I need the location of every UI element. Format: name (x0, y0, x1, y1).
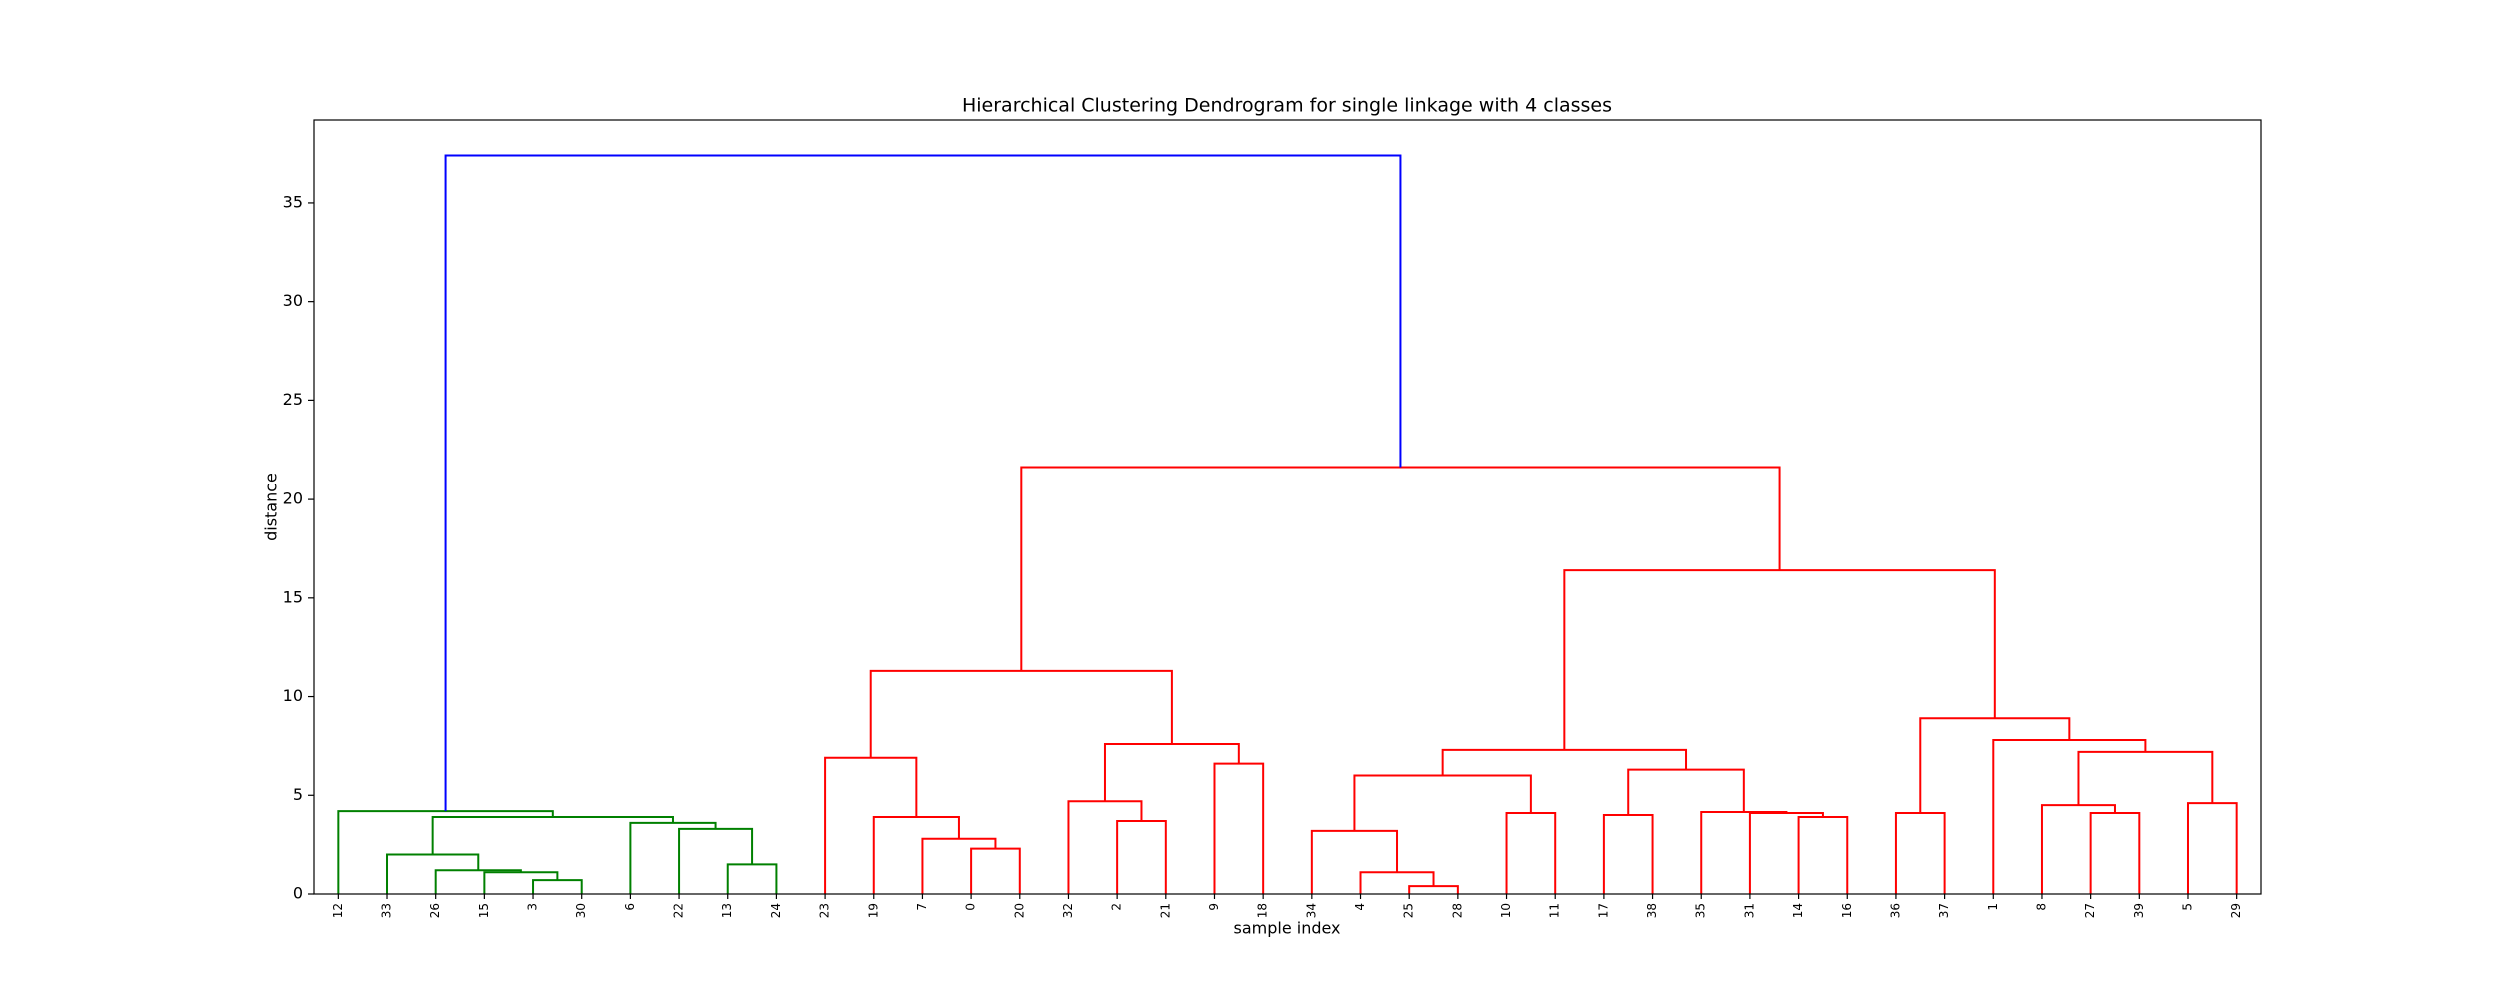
link (2089, 812, 2141, 894)
link (872, 815, 960, 894)
leaf-label: 24 (769, 903, 783, 918)
chart-title: Hierarchical Clustering Dendrogram for s… (962, 95, 1612, 117)
leaf-label: 37 (1937, 903, 1951, 918)
leaf-label: 31 (1742, 903, 1756, 918)
leaf-label: 7 (915, 903, 929, 911)
y-tick-label: 20 (283, 489, 303, 508)
leaf-label: 9 (1207, 903, 1221, 911)
link (1213, 762, 1265, 894)
leaf-label: 26 (428, 903, 442, 918)
leaf-label: 35 (1694, 903, 1708, 918)
link (970, 847, 1021, 894)
link (2077, 750, 2214, 806)
leaf-label: 10 (1499, 903, 1513, 918)
link (483, 871, 559, 894)
y-tick-label: 5 (293, 785, 303, 804)
link (1894, 812, 1946, 894)
leaf-label: 13 (720, 903, 734, 918)
leaf-label: 21 (1158, 903, 1172, 918)
link (1992, 738, 2147, 894)
leaf-label: 30 (574, 903, 588, 918)
y-tick-label: 0 (293, 884, 303, 903)
leaf-label: 36 (1888, 903, 1902, 918)
link (1748, 812, 1824, 894)
leaf-label: 33 (380, 903, 394, 918)
leaf-label: 15 (477, 903, 491, 918)
leaf-label: 11 (1548, 903, 1562, 918)
y-tick-label: 10 (283, 686, 303, 705)
y-tick-label: 30 (283, 291, 303, 310)
leaf-label: 5 (2180, 903, 2194, 911)
leaf-label: 34 (1304, 903, 1318, 918)
leaf-label: 19 (866, 903, 880, 918)
leaf-label: 25 (1402, 903, 1416, 918)
leaf-label: 23 (818, 903, 832, 918)
leaf-label: 8 (2034, 903, 2048, 911)
leaf-label: 12 (331, 903, 345, 918)
link (431, 815, 674, 855)
leaf-label: 3 (526, 903, 540, 911)
leaf-label: 29 (2229, 903, 2243, 918)
leaf-label: 16 (1840, 903, 1854, 918)
link (1505, 812, 1557, 894)
leaf-label: 2 (1110, 903, 1124, 911)
leaf-label: 1 (1986, 903, 2000, 911)
link (532, 879, 583, 894)
leaf-label: 39 (2132, 903, 2146, 918)
link (444, 154, 1402, 812)
x-axis-label: sample index (1233, 919, 1340, 938)
link (1700, 811, 1788, 894)
link (1797, 815, 1849, 894)
leaf-label: 27 (2083, 903, 2097, 918)
link (1359, 871, 1435, 894)
link (1103, 742, 1240, 802)
y-tick-label: 25 (283, 390, 303, 409)
link (678, 827, 754, 894)
y-tick-label: 35 (283, 192, 303, 211)
link (726, 863, 778, 894)
leaf-label: 0 (964, 903, 978, 911)
leaf-label: 28 (1450, 903, 1464, 918)
leaf-label: 4 (1353, 903, 1367, 911)
link (2040, 804, 2116, 894)
plot-frame (313, 119, 2262, 895)
leaf-label: 17 (1596, 903, 1610, 918)
link (1116, 819, 1167, 894)
leaf-label: 6 (623, 903, 637, 911)
leaf-label: 22 (672, 903, 686, 918)
leaf-label: 14 (1791, 903, 1805, 918)
leaf-label: 18 (1256, 903, 1270, 918)
link (1563, 569, 1996, 750)
leaf-label: 38 (1645, 903, 1659, 918)
y-tick-label: 15 (283, 587, 303, 606)
link (869, 669, 1173, 758)
leaf-label: 20 (1012, 903, 1026, 918)
link (1353, 774, 1532, 831)
leaf-label: 32 (1061, 903, 1075, 918)
y-axis-label: distance (262, 473, 281, 541)
